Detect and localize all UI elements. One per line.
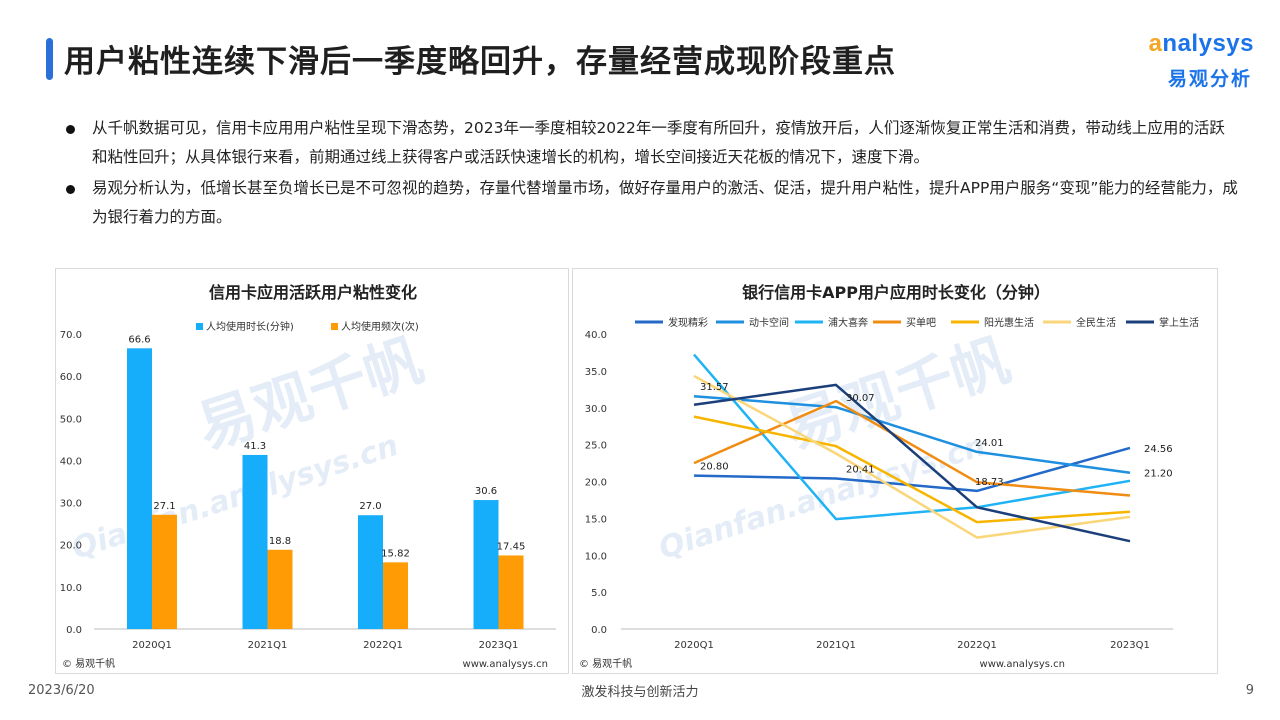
bullet-item: 从千帆数据可见，信用卡应用用户粘性呈现下滑态势，2023年一季度相较2022年一… <box>60 114 1240 172</box>
data-label: 18.73 <box>975 477 1004 488</box>
legend-label: 阳光惠生活 <box>984 316 1034 329</box>
line-chart-panel: 易观千帆 Qianfan.analysys.cn 银行信用卡APP用户应用时长变化（… <box>572 268 1218 674</box>
x-tick-label: 2021Q1 <box>816 640 856 651</box>
bar <box>267 549 293 629</box>
series-line <box>693 374 1131 539</box>
series-line <box>693 394 1131 474</box>
y-tick-label: 50.0 <box>60 414 82 425</box>
bar-chart: 易观千帆Qianfan.analysys.cn信用卡应用活跃用户粘性变化人均使用… <box>60 283 556 670</box>
y-tick-label: 20.0 <box>60 541 82 552</box>
y-tick-label: 70.0 <box>60 330 82 341</box>
bar <box>473 500 499 629</box>
legend-label: 掌上生活 <box>1159 316 1199 329</box>
y-tick-label: 10.0 <box>60 583 82 594</box>
bar <box>358 515 383 629</box>
bar <box>242 454 268 629</box>
data-label: 31.57 <box>700 382 729 393</box>
y-tick-label: 25.0 <box>585 441 607 452</box>
y-tick-label: 10.0 <box>585 551 607 562</box>
logo-wordmark: analysys <box>1148 30 1254 57</box>
data-label: 30.07 <box>846 393 875 404</box>
title-accent-bar <box>46 38 53 80</box>
analysys-logo: analysys 易观分析 <box>1124 30 1254 92</box>
y-tick-label: 0.0 <box>66 625 82 636</box>
logo-chinese-name: 易观分析 <box>1167 68 1252 90</box>
legend-label: 动卡空间 <box>749 316 789 329</box>
bar <box>383 562 408 629</box>
chart-title: 银行信用卡APP用户应用时长变化（分钟） <box>742 283 1050 302</box>
bar <box>152 514 177 629</box>
data-label: 18.8 <box>269 536 291 547</box>
data-label: 27.1 <box>153 501 175 512</box>
footer-date: 2023/6/20 <box>28 683 95 698</box>
x-tick-label: 2020Q1 <box>132 640 172 651</box>
legend-label: 发现精彩 <box>668 316 708 329</box>
bullet-dot-icon <box>66 185 75 194</box>
legend-label: 买单吧 <box>906 317 936 329</box>
legend-label: 浦大喜奔 <box>828 316 868 329</box>
y-tick-label: 60.0 <box>60 372 82 383</box>
source-note: © 易观千帆 <box>579 657 632 670</box>
bullet-text: 从千帆数据可见，信用卡应用用户粘性呈现下滑态势，2023年一季度相较2022年一… <box>92 119 1225 166</box>
bullet-dot-icon <box>66 125 75 134</box>
y-tick-label: 15.0 <box>585 514 607 525</box>
website-note: www.analysys.cn <box>463 659 548 670</box>
bar <box>498 555 524 629</box>
page-number: 9 <box>1245 683 1254 698</box>
bullet-text: 易观分析认为，低增长甚至负增长已是不可忽视的趋势，存量代替增量市场，做好存量用户… <box>92 179 1238 226</box>
data-label: 20.80 <box>700 462 729 473</box>
x-tick-label: 2022Q1 <box>363 640 403 651</box>
source-note: © 易观千帆 <box>62 657 115 670</box>
data-label: 24.56 <box>1144 444 1173 455</box>
x-tick-label: 2022Q1 <box>957 640 997 651</box>
data-label: 17.45 <box>497 541 526 552</box>
x-tick-label: 2021Q1 <box>248 640 288 651</box>
legend-swatch <box>196 323 203 330</box>
data-label: 24.01 <box>975 438 1004 449</box>
legend-label: 人均使用时长(分钟) <box>206 320 294 333</box>
x-tick-label: 2023Q1 <box>479 640 519 651</box>
y-tick-label: 30.0 <box>60 499 82 510</box>
y-tick-label: 0.0 <box>591 625 607 636</box>
data-label: 41.3 <box>244 441 266 452</box>
bar <box>127 348 152 629</box>
legend-label: 人均使用频次(次) <box>341 320 419 333</box>
bullet-item: 易观分析认为，低增长甚至负增长已是不可忽视的趋势，存量代替增量市场，做好存量用户… <box>60 174 1240 232</box>
summary-bullets: 从千帆数据可见，信用卡应用用户粘性呈现下滑态势，2023年一季度相较2022年一… <box>60 114 1240 234</box>
line-chart: 易观千帆Qianfan.analysys.cn银行信用卡APP用户应用时长变化（… <box>579 283 1199 670</box>
website-note: www.analysys.cn <box>980 659 1065 670</box>
data-label: 21.20 <box>1144 469 1173 480</box>
y-tick-label: 35.0 <box>585 367 607 378</box>
page-title: 用户粘性连续下滑后一季度略回升，存量经营成现阶段重点 <box>64 44 896 80</box>
y-tick-label: 40.0 <box>60 456 82 467</box>
x-tick-label: 2023Q1 <box>1110 640 1150 651</box>
series-line <box>693 383 1131 543</box>
data-label: 66.6 <box>128 334 150 345</box>
chart-title: 信用卡应用活跃用户粘性变化 <box>209 283 417 302</box>
y-tick-label: 5.0 <box>591 588 607 599</box>
bar-chart-panel: 易观千帆 Qianfan.analysys.cn 信用卡应用活跃用户粘性变化 人均使用… <box>55 268 569 674</box>
series-line <box>693 353 1131 521</box>
data-label: 27.0 <box>359 501 381 512</box>
data-label: 20.41 <box>846 464 875 475</box>
legend-swatch <box>331 323 338 330</box>
y-tick-label: 20.0 <box>585 478 607 489</box>
legend-label: 全民生活 <box>1076 316 1116 329</box>
data-label: 15.82 <box>381 548 410 559</box>
footer-slogan: 激发科技与创新活力 <box>581 685 699 700</box>
series-line <box>693 415 1131 524</box>
x-tick-label: 2020Q1 <box>674 640 714 651</box>
y-tick-label: 40.0 <box>585 330 607 341</box>
y-tick-label: 30.0 <box>585 404 607 415</box>
data-label: 30.6 <box>475 486 497 497</box>
